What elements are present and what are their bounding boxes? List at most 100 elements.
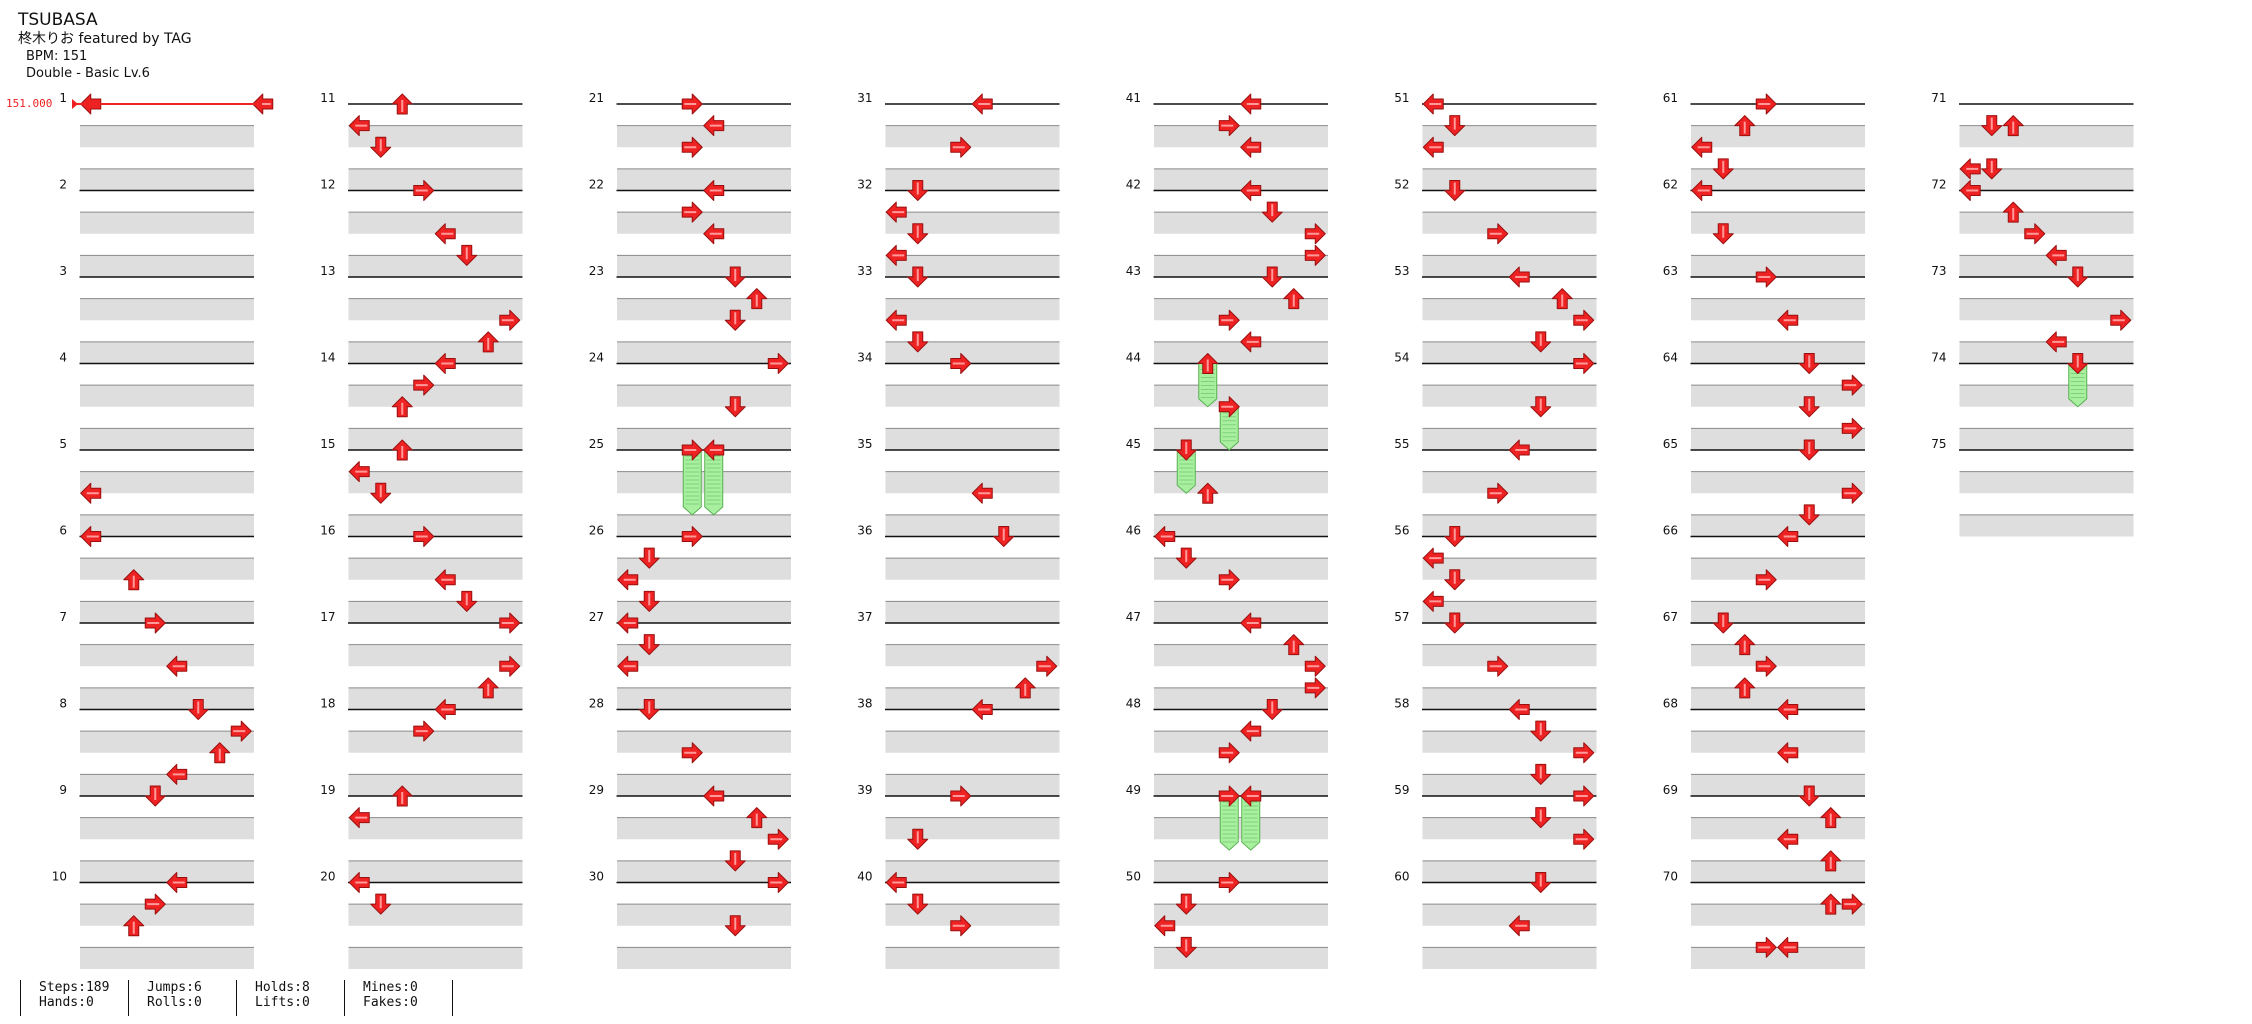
- measure-number: 24: [589, 351, 604, 365]
- measure-number: 37: [857, 610, 872, 624]
- measure-number: 73: [1931, 264, 1946, 278]
- beat-band: [1691, 341, 1865, 364]
- beat-band: [80, 947, 254, 969]
- arrow-note-right: [413, 374, 435, 396]
- measure-number: 30: [589, 870, 604, 884]
- arrow-note-right: [950, 136, 972, 158]
- arrow-note-left: [1422, 136, 1444, 158]
- beat-band: [1154, 212, 1328, 234]
- beat-band: [885, 558, 1060, 580]
- arrow-note-up: [123, 915, 145, 937]
- beat-band: [1154, 644, 1328, 667]
- arrow-note-left: [703, 785, 725, 807]
- beat-band: [885, 860, 1060, 883]
- measure-number: 41: [1126, 91, 1141, 105]
- arrow-note-right: [950, 915, 972, 937]
- arrow-note-up: [1734, 634, 1756, 656]
- beat-band: [1422, 774, 1597, 796]
- arrow-note-down: [724, 266, 746, 288]
- beat-band: [80, 558, 254, 580]
- arrow-note-left: [885, 309, 907, 331]
- arrow-note-up: [746, 807, 768, 829]
- arrow-note-left: [703, 223, 725, 245]
- measure-number: 17: [320, 610, 335, 624]
- arrow-note-left: [1959, 158, 1981, 180]
- beat-band: [1959, 255, 2134, 277]
- rolls-count: Rolls:0: [147, 995, 202, 1010]
- beat-band: [1154, 687, 1328, 710]
- measure-number: 6: [59, 524, 67, 538]
- arrow-note-left: [80, 482, 102, 504]
- arrow-note-left: [1240, 180, 1262, 201]
- arrow-note-down: [1798, 439, 1820, 461]
- arrow-note-right: [1218, 569, 1240, 591]
- arrow-note-up: [477, 331, 499, 353]
- arrow-note-down: [724, 309, 746, 331]
- arrow-note-down: [456, 590, 478, 612]
- beat-band: [885, 428, 1060, 450]
- arrow-note-right: [767, 872, 789, 893]
- measure-number: 40: [857, 870, 872, 884]
- beat-band: [80, 514, 254, 537]
- arrow-note-left: [434, 353, 456, 374]
- hold-note: [1219, 795, 1239, 851]
- arrow-note-left: [1508, 915, 1530, 937]
- arrow-note-left: [166, 872, 188, 893]
- arrow-note-down: [1712, 612, 1734, 634]
- beat-band: [1691, 644, 1865, 667]
- beat-band: [1691, 168, 1865, 191]
- arrow-note-right: [1755, 266, 1777, 288]
- beat-band: [348, 731, 523, 753]
- arrow-note-down: [1712, 223, 1734, 245]
- arrow-note-right: [681, 742, 703, 764]
- beat-band: [617, 904, 791, 926]
- beat-band: [885, 341, 1060, 364]
- arrow-note-down: [1530, 872, 1552, 893]
- arrow-note-left: [1422, 93, 1444, 115]
- bpm-marker-end: [256, 99, 262, 109]
- arrow-note-down: [724, 396, 746, 418]
- beat-band: [348, 341, 523, 364]
- beat-band: [1422, 687, 1597, 710]
- beat-band: [1154, 385, 1328, 407]
- measure-number: 5: [59, 437, 67, 451]
- measure-number: 28: [589, 697, 604, 711]
- beat-band: [80, 471, 254, 494]
- arrow-note-right: [144, 612, 166, 634]
- arrow-note-right: [1304, 223, 1326, 245]
- beat-band: [80, 774, 254, 796]
- arrow-note-up: [391, 93, 413, 115]
- arrow-note-left: [1777, 309, 1799, 331]
- arrow-note-left: [703, 439, 725, 461]
- arrow-note-down: [907, 828, 929, 850]
- beat-band: [1959, 514, 2134, 537]
- difficulty-line: Double - Basic Lv.6: [26, 66, 150, 81]
- arrow-note-left: [1154, 526, 1176, 547]
- beat-band: [348, 687, 523, 710]
- hold-notes: [682, 363, 2088, 851]
- bpm-line: BPM: 151: [26, 49, 88, 64]
- arrow-note-down: [2067, 353, 2089, 374]
- beat-band: [1691, 947, 1865, 969]
- measure-number: 42: [1126, 178, 1141, 192]
- arrow-note-up: [2002, 201, 2024, 223]
- arrow-note-up: [1283, 288, 1305, 310]
- arrow-note-left: [1422, 547, 1444, 569]
- holds-count: Holds:8: [255, 980, 310, 995]
- arrow-note-right: [1036, 655, 1058, 677]
- stats-end-divider: [452, 980, 453, 1016]
- arrow-note-up: [209, 742, 231, 764]
- beat-band: [1154, 125, 1328, 148]
- beat-band: [617, 212, 791, 234]
- arrow-note-left: [971, 699, 993, 720]
- arrow-notes: [80, 93, 2132, 958]
- beat-band: [1691, 255, 1865, 277]
- bpm-marker-label: 151.000: [6, 97, 52, 110]
- song-header: TSUBASA 柊木りお featured by TAG BPM: 151 Do…: [18, 10, 192, 82]
- arrow-note-left: [166, 763, 188, 785]
- arrow-note-left: [252, 93, 274, 115]
- arrow-note-left: [434, 223, 456, 245]
- beat-band: [617, 471, 791, 494]
- beat-band: [1154, 298, 1328, 321]
- beat-band: [80, 341, 254, 364]
